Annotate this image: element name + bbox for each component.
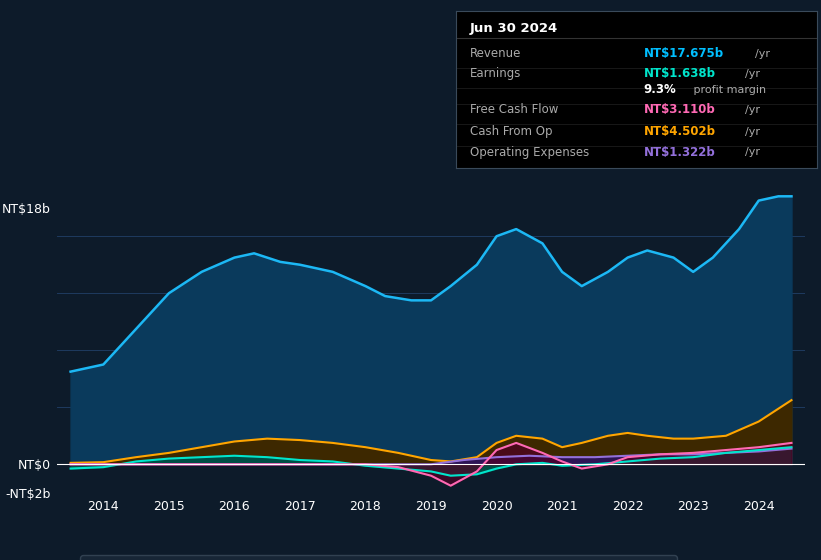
Text: /yr: /yr — [745, 69, 759, 79]
Text: NT$3.110b: NT$3.110b — [644, 104, 715, 116]
Legend: Revenue, Earnings, Free Cash Flow, Cash From Op, Operating Expenses: Revenue, Earnings, Free Cash Flow, Cash … — [80, 556, 677, 560]
Text: Operating Expenses: Operating Expenses — [470, 146, 589, 159]
Text: Revenue: Revenue — [470, 47, 521, 60]
Text: Free Cash Flow: Free Cash Flow — [470, 104, 558, 116]
Text: NT$1.638b: NT$1.638b — [644, 67, 715, 81]
Text: NT$17.675b: NT$17.675b — [644, 47, 723, 60]
Text: NT$1.322b: NT$1.322b — [644, 146, 715, 159]
Text: 9.3%: 9.3% — [644, 83, 677, 96]
Text: /yr: /yr — [755, 49, 770, 59]
Text: NT$4.502b: NT$4.502b — [644, 125, 715, 138]
Text: profit margin: profit margin — [690, 85, 767, 95]
Text: Cash From Op: Cash From Op — [470, 125, 553, 138]
Text: /yr: /yr — [745, 127, 759, 137]
Text: /yr: /yr — [745, 105, 759, 115]
Text: /yr: /yr — [745, 147, 759, 157]
Text: Jun 30 2024: Jun 30 2024 — [470, 22, 558, 35]
Text: Earnings: Earnings — [470, 67, 521, 81]
